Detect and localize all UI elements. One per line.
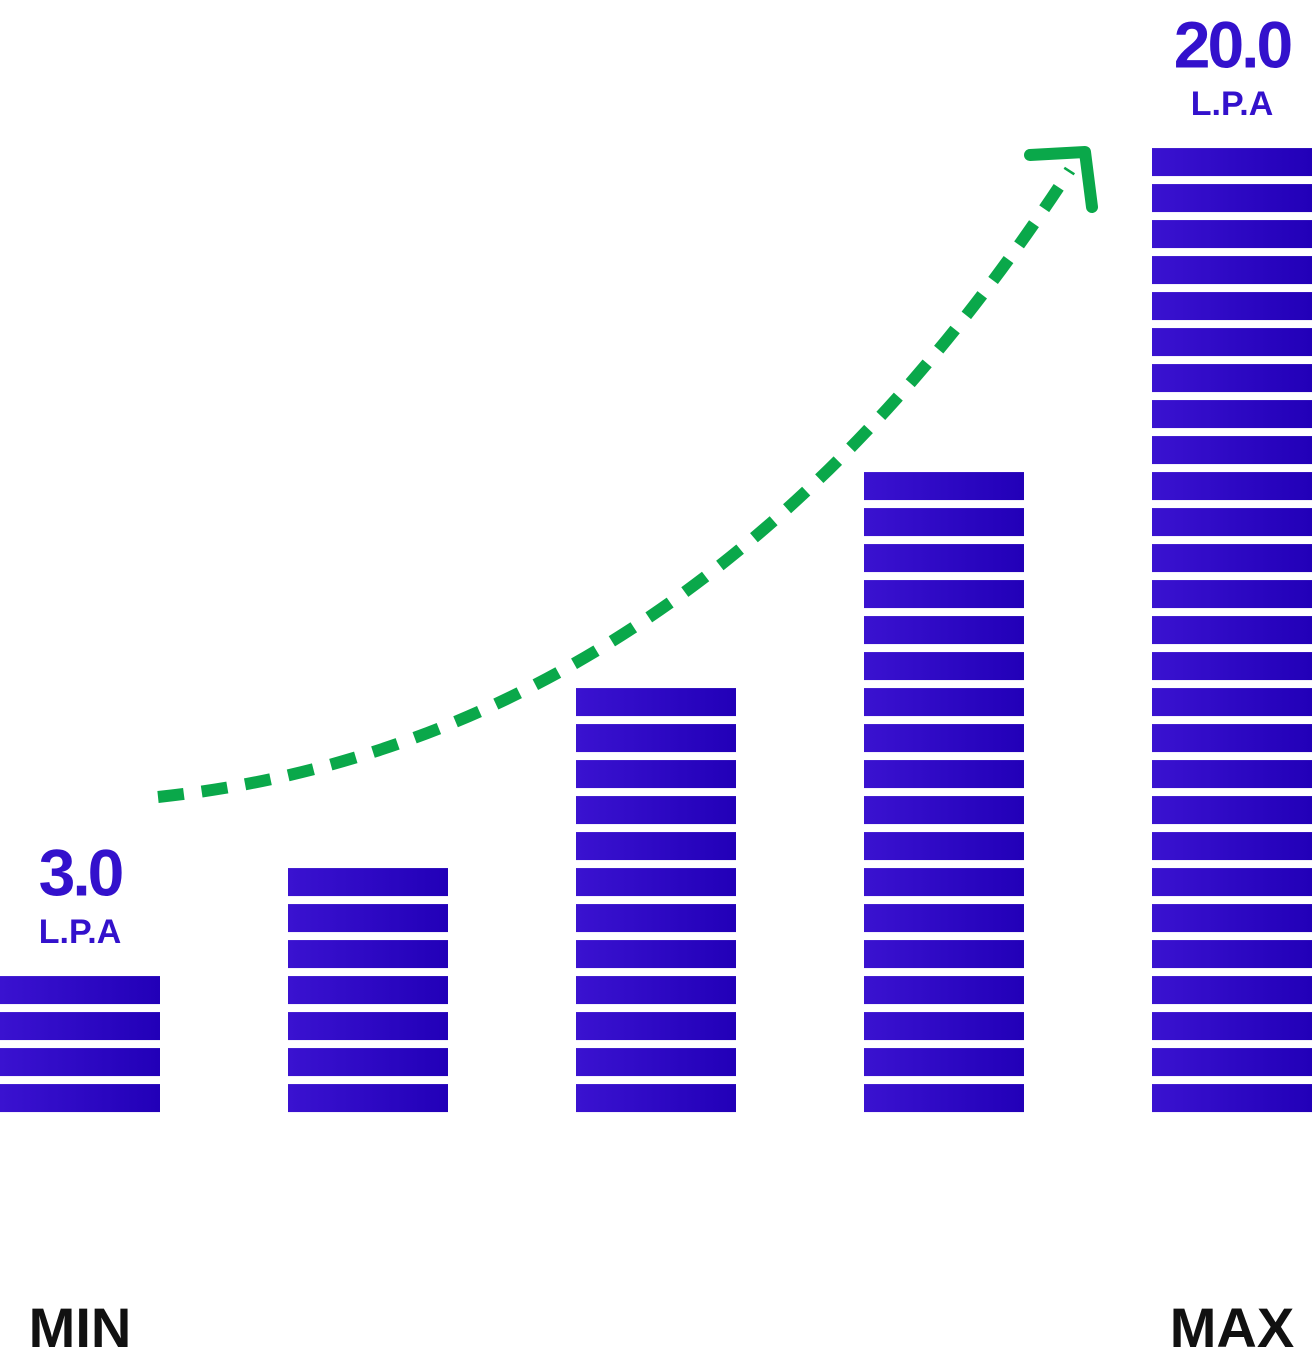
bar-segment [1152, 544, 1312, 573]
bar-segment [864, 940, 1024, 969]
bar-segment [1152, 868, 1312, 897]
bar-segment [576, 904, 736, 933]
bar-segment [288, 868, 448, 897]
bar-segment [864, 760, 1024, 789]
bar [0, 976, 160, 1113]
bar-segment [1152, 940, 1312, 969]
bar-segment [576, 688, 736, 717]
bar-segment [288, 1048, 448, 1077]
bar-segment [864, 832, 1024, 861]
bar-segment [1152, 1084, 1312, 1113]
bar-segment [1152, 580, 1312, 609]
bar-segment [1152, 904, 1312, 933]
bar-segment [864, 652, 1024, 681]
bar-segment [1152, 832, 1312, 861]
unit-label: L.P.A [1191, 85, 1274, 123]
bar-segment [864, 724, 1024, 753]
bar-segment [1152, 184, 1312, 213]
bar-segment [288, 976, 448, 1005]
category-label: MIN [29, 1296, 132, 1359]
bar-segment [1152, 436, 1312, 465]
bar-segment [288, 1084, 448, 1113]
bar-segment [1152, 724, 1312, 753]
bar-segment [864, 976, 1024, 1005]
value-label: 3.0 [39, 835, 122, 909]
bar-segment [0, 1012, 160, 1041]
bar-segment [576, 796, 736, 825]
bar-segment [864, 796, 1024, 825]
bar-segment [1152, 256, 1312, 285]
bar-segment [1152, 148, 1312, 177]
unit-label: L.P.A [39, 913, 122, 951]
bar-segment [1152, 796, 1312, 825]
bar-segment [1152, 616, 1312, 645]
bar-segment [1152, 472, 1312, 501]
bar-segment [864, 544, 1024, 573]
bar-segment [576, 868, 736, 897]
bar-segment [0, 976, 160, 1005]
bar-segment [864, 616, 1024, 645]
bar-segment [1152, 328, 1312, 357]
bar-segment [1152, 1012, 1312, 1041]
bar [864, 472, 1024, 1113]
bar-segment [864, 904, 1024, 933]
bar-segment [576, 940, 736, 969]
bar-segment [1152, 400, 1312, 429]
bar-segment [576, 1012, 736, 1041]
bar-segment [864, 1048, 1024, 1077]
bar-segment [1152, 760, 1312, 789]
bar-segment [1152, 364, 1312, 393]
bar [576, 688, 736, 1113]
bar-segment [864, 1012, 1024, 1041]
bar-segment [1152, 652, 1312, 681]
category-label: MAX [1170, 1296, 1294, 1359]
bar-segment [288, 940, 448, 969]
bar-segment [0, 1084, 160, 1113]
trend-arrow [157, 166, 1076, 803]
bar-segment [864, 688, 1024, 717]
bar-segment [1152, 220, 1312, 249]
bar-segment [576, 976, 736, 1005]
bar-segment [576, 760, 736, 789]
bar-segment [576, 1048, 736, 1077]
bar-segment [1152, 508, 1312, 537]
bar-segment [1152, 976, 1312, 1005]
bar-segment [864, 1084, 1024, 1113]
bar-segment [288, 1012, 448, 1041]
arrow-head [1024, 146, 1098, 213]
bar [1152, 148, 1312, 1113]
bar [288, 868, 448, 1113]
bar-segment [864, 508, 1024, 537]
bar-segment [576, 724, 736, 753]
bar-segment [1152, 688, 1312, 717]
value-label: 20.0 [1174, 7, 1291, 81]
bar-segment [864, 580, 1024, 609]
bar-segment [864, 868, 1024, 897]
bar-segment [864, 472, 1024, 501]
bar-segment [576, 832, 736, 861]
bar-segment [1152, 1048, 1312, 1077]
bar-segment [576, 1084, 736, 1113]
bar-segment [0, 1048, 160, 1077]
bar-segment [1152, 292, 1312, 321]
bar-segment [288, 904, 448, 933]
